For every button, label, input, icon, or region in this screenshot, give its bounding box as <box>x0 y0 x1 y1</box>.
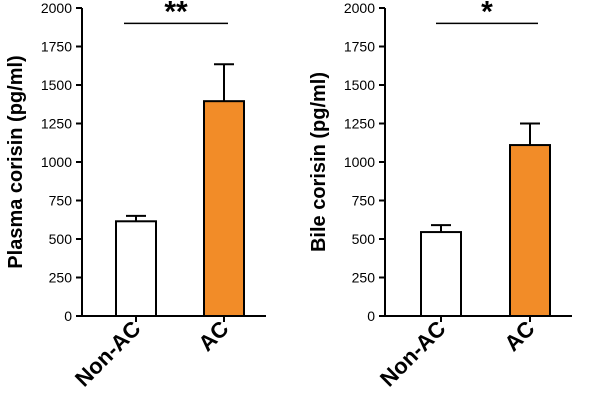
y-tick-label: 1250 <box>344 116 375 132</box>
y-axis-label: Plasma corisin (pg/ml) <box>5 55 27 268</box>
y-tick-label: 0 <box>367 308 375 324</box>
chart-panel-2: 0 250 500 750 1000 1250 1500 1750 2000 Bile coris… <box>308 0 572 391</box>
y-tick-label: 750 <box>49 193 73 209</box>
x-category-label: AC <box>499 316 539 356</box>
y-tick-label: 0 <box>64 308 72 324</box>
y-tick-label: 2000 <box>41 0 72 16</box>
x-category-label: Non-AC <box>375 316 451 392</box>
bar-non-ac <box>420 231 462 318</box>
y-tick-label: 1000 <box>344 154 375 170</box>
y-tick-label: 2000 <box>344 0 375 16</box>
y-axis-label: Bile corisin (pg/ml) <box>308 72 330 252</box>
x-category-label: AC <box>193 316 233 356</box>
y-tick-label: 250 <box>352 270 376 286</box>
bar-ac <box>203 100 245 317</box>
y-tick-label: 500 <box>49 231 73 247</box>
y-tick-label: 1500 <box>41 77 72 93</box>
y-tick-label: 1500 <box>344 77 375 93</box>
y-tick-label: 1750 <box>344 39 375 55</box>
y-tick-label: 1000 <box>41 154 72 170</box>
y-tick-label: 500 <box>352 231 376 247</box>
y-tick-label: 1250 <box>41 116 72 132</box>
x-category-label: Non-AC <box>70 316 146 392</box>
significance-marker: * <box>481 0 493 28</box>
y-tick-label: 250 <box>49 270 73 286</box>
bar-non-ac <box>115 220 157 317</box>
chart-panel-1: 0 250 500 750 1000 1250 1500 1750 2000 Plasma cor… <box>5 0 266 391</box>
y-tick-label: 750 <box>352 193 376 209</box>
significance-marker: ** <box>164 0 188 28</box>
y-tick-label: 1750 <box>41 39 72 55</box>
bar-ac <box>509 144 551 317</box>
